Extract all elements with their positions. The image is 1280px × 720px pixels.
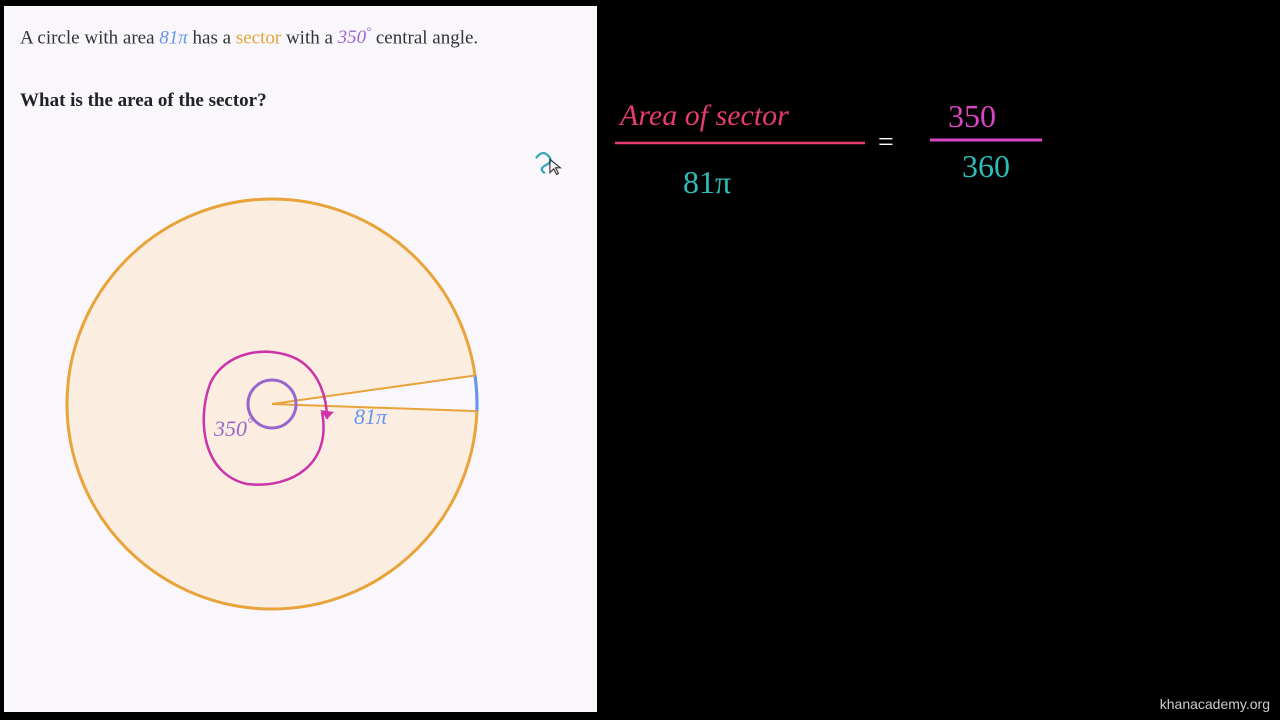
- handwriting-numerator-right: 350: [948, 98, 996, 134]
- sector-diagram: 350° 81π: [4, 136, 597, 676]
- minor-arc: [475, 375, 477, 411]
- watermark: khanacademy.org: [1160, 696, 1270, 712]
- sector-word: sector: [236, 27, 281, 48]
- equals-sign: =: [878, 127, 894, 158]
- area-label: 81π: [354, 404, 388, 429]
- handwriting-numerator-left: Area of sector: [618, 99, 789, 132]
- problem-text-3: with a: [281, 27, 337, 48]
- question-text: What is the area of the sector?: [4, 90, 597, 112]
- problem-statement: A circle with area 81π has a sector with…: [4, 6, 597, 52]
- problem-text-1: A circle with area: [20, 27, 159, 48]
- angle-value-text: 350°: [338, 27, 371, 48]
- problem-text-4: central angle.: [371, 27, 478, 48]
- cursor-icon: [529, 146, 567, 184]
- sector-fill: [67, 199, 477, 609]
- handwriting-denominator-left: 81π: [683, 164, 731, 200]
- handwriting-denominator-right: 360: [962, 148, 1010, 184]
- handwriting-work: Area of sector 81π = 350 360: [610, 85, 1070, 235]
- problem-text-2: has a: [188, 27, 236, 48]
- problem-panel: A circle with area 81π has a sector with…: [4, 6, 597, 712]
- area-value-text: 81π: [159, 27, 188, 48]
